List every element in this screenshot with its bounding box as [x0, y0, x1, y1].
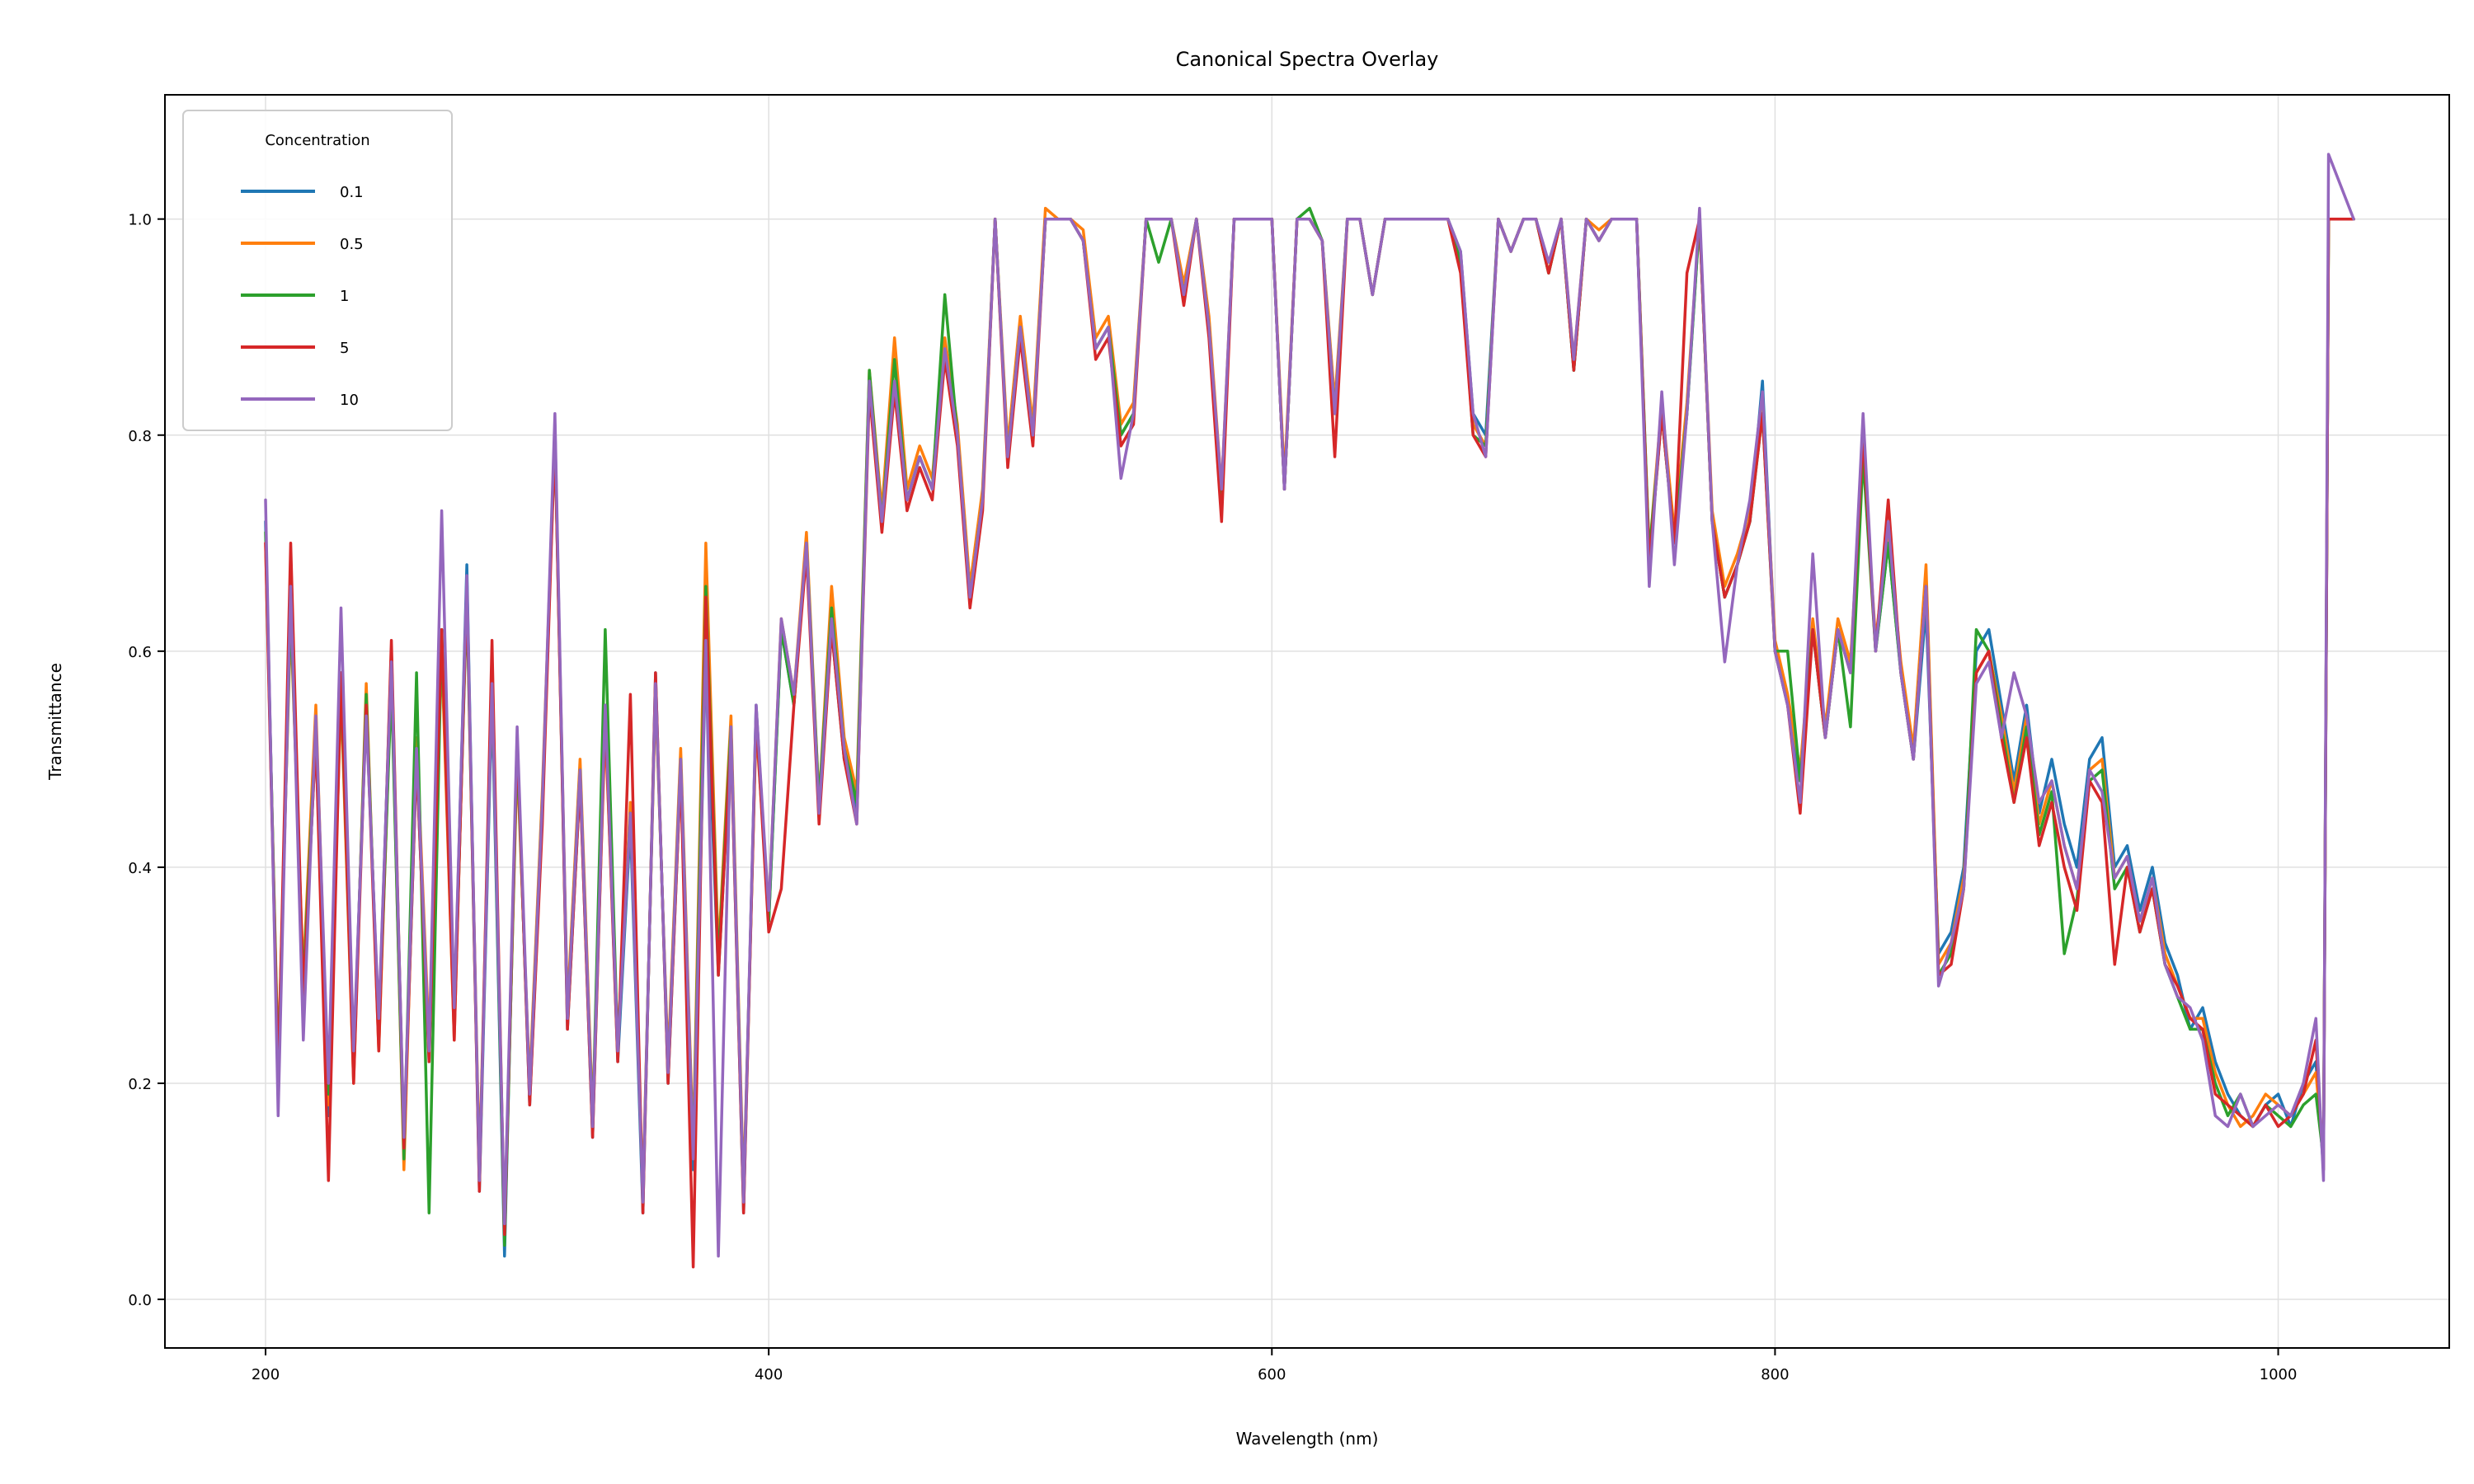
y-tick-label: 1.0 — [128, 212, 152, 229]
legend-title: Concentration — [265, 132, 369, 149]
x-tick-label: 800 — [1761, 1366, 1789, 1383]
y-axis-label: Transmittance — [45, 663, 65, 781]
x-tick-label: 400 — [755, 1366, 783, 1383]
legend-label: 0.5 — [340, 236, 364, 253]
x-tick-label: 200 — [252, 1366, 280, 1383]
y-tick-label: 0.0 — [128, 1292, 152, 1309]
x-ticks: 200 400 600 800 1000 — [252, 1348, 2298, 1383]
legend-box — [182, 110, 453, 431]
x-axis-label: Wavelength (nm) — [1236, 1429, 1379, 1449]
y-tick-label: 0.4 — [128, 860, 152, 877]
axes-frame — [164, 94, 2450, 1349]
legend-label: 5 — [340, 340, 349, 357]
y-tick-label: 0.6 — [128, 644, 152, 661]
legend-label: 0.1 — [340, 184, 364, 201]
chart-title: Canonical Spectra Overlay — [1176, 48, 1439, 71]
x-tick-label: 1000 — [2260, 1366, 2298, 1383]
y-tick-label: 0.2 — [128, 1076, 152, 1093]
x-tick-label: 600 — [1258, 1366, 1286, 1383]
legend-label: 10 — [340, 392, 359, 409]
series-line-10 — [264, 153, 2355, 1258]
legend: Concentration 0.1 0.5 1 5 10 — [182, 110, 453, 431]
legend-entries: 0.1 0.5 1 5 10 — [241, 184, 364, 409]
legend-label: 1 — [340, 288, 349, 305]
y-ticks: 0.0 0.2 0.4 0.6 0.8 1.0 — [128, 212, 165, 1309]
y-tick-label: 0.8 — [128, 428, 152, 445]
series-layer — [264, 153, 2355, 1269]
